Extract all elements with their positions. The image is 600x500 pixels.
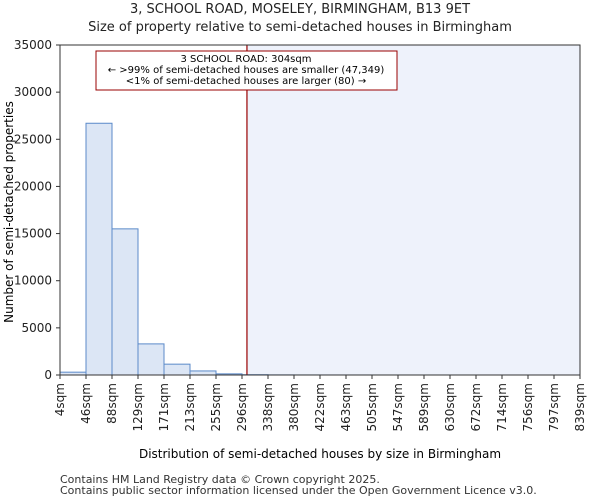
y-tick-label: 35000 (14, 38, 52, 52)
y-tick-label: 15000 (14, 227, 52, 241)
annotation-line-3: <1% of semi-detached houses are larger (… (126, 76, 366, 87)
x-tick-label: 547sqm (391, 383, 405, 431)
x-tick-label: 797sqm (547, 383, 561, 431)
x-tick-label: 463sqm (339, 383, 353, 431)
x-tick-label: 630sqm (443, 383, 457, 431)
annotation-line-2: ← >99% of semi-detached houses are small… (108, 65, 385, 76)
x-tick-label: 46sqm (79, 383, 93, 424)
y-axis-ticks: 0 5000 10000 15000 20000 25000 30000 35000 (14, 38, 60, 382)
y-tick-label: 30000 (14, 85, 52, 99)
x-tick-label: 213sqm (183, 383, 197, 431)
bar-213sqm (189, 370, 217, 376)
bar-129sqm (137, 343, 165, 376)
y-tick-label: 25000 (14, 132, 52, 146)
x-tick-label: 422sqm (313, 383, 327, 431)
annotation-line-1: 3 SCHOOL ROAD: 304sqm (180, 54, 311, 65)
x-tick-label: 380sqm (287, 383, 301, 431)
chart-title: 3, SCHOOL ROAD, MOSELEY, BIRMINGHAM, B13… (129, 2, 471, 17)
x-tick-label: 672sqm (469, 383, 483, 431)
x-tick-label: 338sqm (261, 383, 275, 431)
bar-171sqm (163, 363, 191, 376)
x-tick-label: 88sqm (105, 383, 119, 424)
x-tick-label: 714sqm (495, 383, 509, 431)
x-axis-label: Distribution of semi-detached houses by … (139, 447, 501, 461)
x-tick-label: 296sqm (235, 383, 249, 431)
y-tick-label: 0 (44, 368, 52, 382)
x-tick-label: 756sqm (521, 383, 535, 431)
y-tick-label: 10000 (14, 274, 52, 288)
x-tick-label: 589sqm (417, 383, 431, 431)
x-tick-label: 171sqm (157, 383, 171, 431)
bar-46sqm (85, 122, 113, 376)
chart-subtitle: Size of property relative to semi-detach… (88, 20, 512, 35)
x-tick-label: 4sqm (53, 383, 67, 416)
x-tick-label: 255sqm (209, 383, 223, 431)
x-tick-label: 505sqm (365, 383, 379, 431)
x-axis-ticks: 4sqm 46sqm 88sqm 129sqm 171sqm 213sqm 255sqm 29… (53, 375, 587, 431)
annotation-box: 3 SCHOOL ROAD: 304sqm ← >99% of semi-det… (95, 50, 398, 91)
bar-88sqm (111, 228, 139, 376)
footer-copyright: Contains HM Land Registry data © Crown c… (60, 473, 380, 486)
y-axis-label: Number of semi-detached properties (2, 101, 16, 323)
highlight-region (246, 45, 580, 375)
y-tick-label: 5000 (21, 321, 52, 335)
footer-licence: Contains public sector information licen… (60, 484, 537, 497)
x-tick-label: 129sqm (131, 383, 145, 431)
x-tick-label: 839sqm (573, 383, 587, 431)
y-tick-label: 20000 (14, 179, 52, 193)
